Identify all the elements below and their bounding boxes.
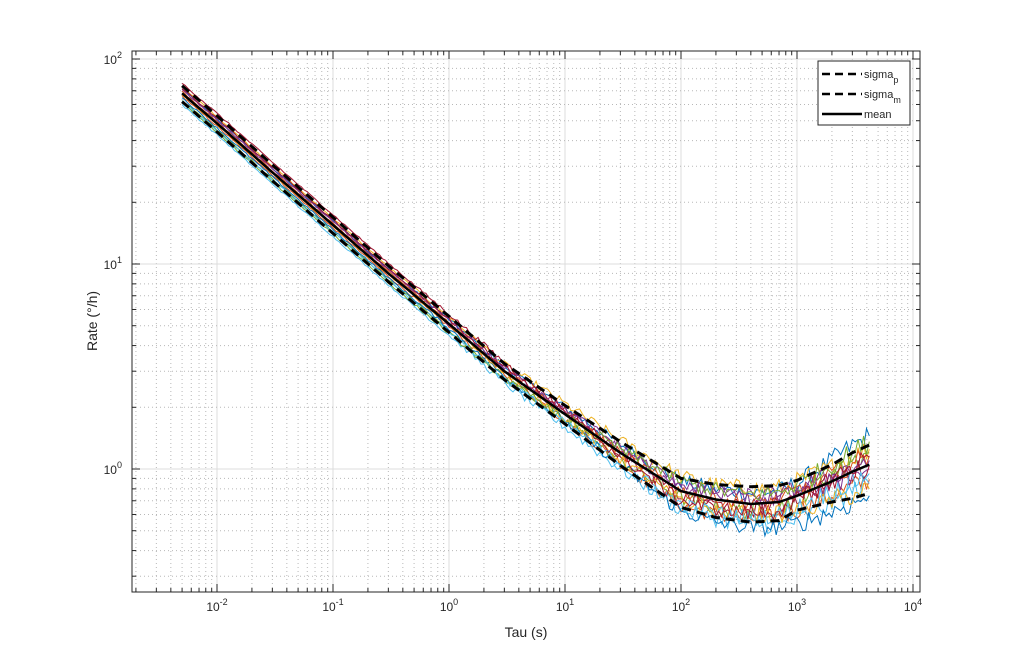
legend: sigmap sigmam mean [817, 60, 911, 126]
x-axis-label: Tau (s) [505, 624, 548, 640]
x-tick-label: 10-2 [206, 597, 227, 614]
x-tick-label: 100 [440, 597, 458, 614]
x-tick-label: 103 [788, 597, 806, 614]
mean-line [181, 92, 870, 506]
axis-ticks [132, 51, 920, 592]
x-tick-label: 10-1 [322, 597, 343, 614]
y-tick-label: 101 [104, 255, 122, 272]
sigma-m-line [181, 100, 870, 524]
tick-labels: 10-2 10-1 100 101 102 103 104 100 101 102 [104, 50, 923, 614]
axes-box [131, 50, 921, 593]
sigma-p-line [181, 84, 870, 489]
y-tick-label: 102 [104, 50, 122, 67]
x-tick-label: 101 [556, 597, 574, 614]
x-tick-label: 104 [904, 597, 922, 614]
legend-label-1: sigmap [864, 69, 898, 85]
plot-area [132, 51, 920, 592]
y-tick-label: 100 [104, 460, 122, 477]
grid [132, 51, 920, 592]
summary-series-group [181, 84, 870, 524]
legend-label-2: sigmam [864, 89, 901, 105]
run-series-line [181, 88, 870, 521]
y-axis-label: Rate (°/h) [84, 291, 100, 351]
x-tick-label: 102 [672, 597, 690, 614]
legend-label-3: mean [864, 109, 892, 121]
